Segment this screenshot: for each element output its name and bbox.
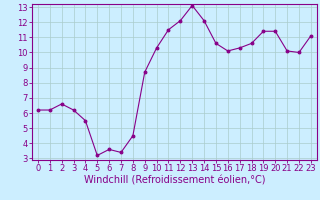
X-axis label: Windchill (Refroidissement éolien,°C): Windchill (Refroidissement éolien,°C) <box>84 176 265 186</box>
